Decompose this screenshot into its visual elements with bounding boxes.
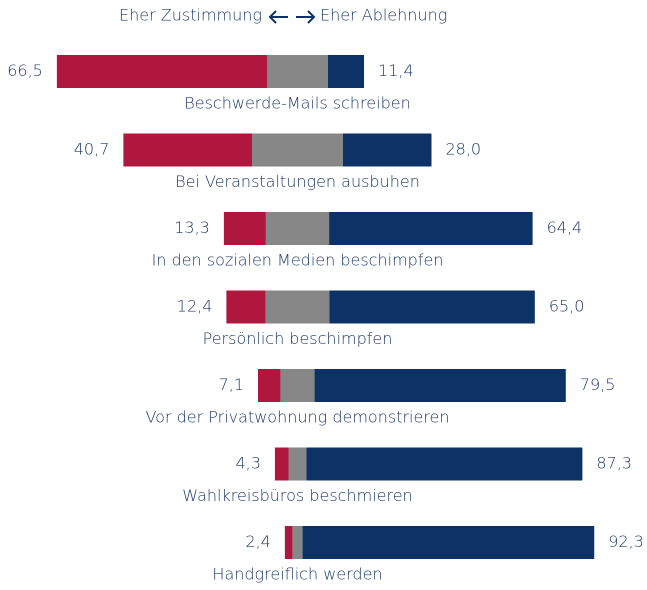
value-label: 28,0 <box>445 140 481 159</box>
bar-disagree <box>327 55 365 88</box>
value-label: 7,1 <box>219 375 244 394</box>
bar-neutral <box>280 369 315 402</box>
value-label: 66,5 <box>7 61 43 80</box>
bar-agree <box>223 212 266 245</box>
value-label: 13,3 <box>174 218 210 237</box>
bar-agree <box>274 447 289 481</box>
bar-neutral <box>251 133 344 167</box>
category-label: Bei Veranstaltungen ausbuhen <box>175 172 420 191</box>
bar-disagree <box>306 447 583 481</box>
bar-disagree <box>302 526 595 559</box>
value-label: 11,4 <box>378 61 414 80</box>
category-label: Vor der Privatwohnung demonstrieren <box>145 408 449 427</box>
value-label: 92,3 <box>608 532 644 551</box>
bar-disagree <box>343 133 432 167</box>
legend-arrows <box>268 10 316 24</box>
legend-right: Eher Ablehnung <box>320 6 447 25</box>
value-label: 87,3 <box>596 454 632 473</box>
value-label: 40,7 <box>74 140 110 159</box>
category-label: In den sozialen Medien beschimpfen <box>152 251 444 270</box>
bar-agree <box>284 526 293 559</box>
bar-agree <box>56 55 268 88</box>
category-label: Persönlich beschimpfen <box>203 329 393 348</box>
value-label: 65,0 <box>549 297 585 316</box>
bar-neutral <box>288 447 307 481</box>
value-label: 2,4 <box>245 532 270 551</box>
bar-agree <box>258 369 281 402</box>
bar-neutral <box>265 212 330 245</box>
bar-neutral <box>267 55 328 88</box>
bar-neutral <box>265 290 330 324</box>
category-label: Handgreiflich werden <box>212 565 382 584</box>
value-label: 12,4 <box>177 297 213 316</box>
bar-disagree <box>314 369 566 402</box>
bar-neutral <box>292 526 303 559</box>
legend-left: Eher Zustimmung <box>119 6 262 25</box>
bar-disagree <box>329 290 535 324</box>
value-label: 64,4 <box>547 218 583 237</box>
category-label: Beschwerde-Mails schreiben <box>184 94 410 113</box>
value-label: 79,5 <box>580 375 616 394</box>
bar-disagree <box>329 212 533 245</box>
bar-agree <box>123 133 252 167</box>
value-label: 4,3 <box>235 454 260 473</box>
bar-agree <box>226 290 266 324</box>
category-label: Wahlkreisbüros beschmieren <box>182 486 412 505</box>
